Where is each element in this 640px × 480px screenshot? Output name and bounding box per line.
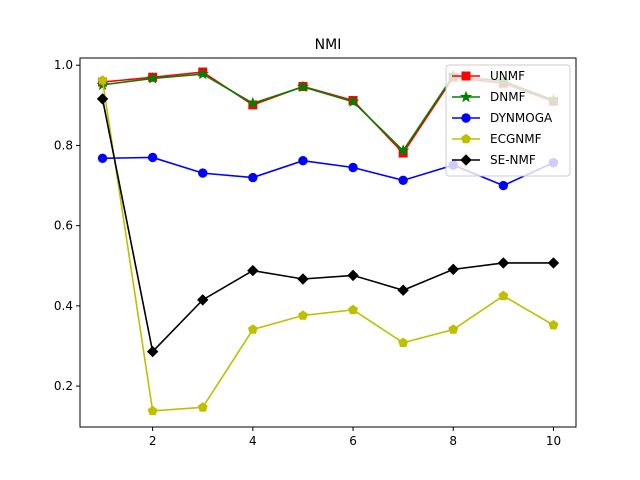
data-point-se-nmf	[247, 264, 259, 277]
chart-title: NMI	[315, 37, 342, 53]
data-point-se-nmf	[96, 93, 109, 105]
data-point-dynmoga	[498, 180, 509, 191]
data-point-ecgnmf	[97, 75, 108, 85]
series-se-nmf	[96, 93, 560, 358]
x-tick-label: 6	[349, 434, 357, 448]
data-point-dynmoga	[248, 172, 258, 183]
series-line-se-nmf	[101, 98, 554, 354]
y-tick-label: 1.0	[54, 58, 73, 72]
data-point-dynmoga	[147, 152, 158, 163]
legend-label: UNMF	[490, 69, 525, 83]
y-tick-label: 0.6	[54, 219, 73, 233]
legend-item-ecgnmf: ECGNMF	[452, 132, 542, 146]
data-point-ecgnmf	[448, 324, 459, 334]
data-point-dnmf	[397, 144, 410, 156]
data-point-se-nmf	[347, 269, 359, 282]
legend-item-unmf: UNMF	[452, 69, 525, 83]
data-point-dynmoga	[298, 155, 308, 166]
data-point-dnmf	[346, 95, 360, 107]
x-tick-label: 4	[249, 434, 257, 448]
data-point-se-nmf	[297, 273, 309, 285]
legend-item-dnmf: DNMF	[452, 90, 526, 104]
data-point-se-nmf	[547, 257, 560, 269]
y-tick-label: 0.2	[54, 379, 73, 393]
data-point-dnmf	[246, 96, 259, 109]
data-point-ecgnmf	[247, 324, 258, 334]
data-point-se-nmf	[146, 345, 159, 358]
data-point-ecgnmf	[548, 319, 559, 330]
legend-marker	[460, 154, 472, 166]
legend-item-dynmoga: DYNMOGA	[452, 111, 553, 125]
data-point-ecgnmf	[348, 304, 359, 315]
data-point-ecgnmf	[498, 290, 509, 301]
data-point-dynmoga	[348, 162, 358, 173]
data-point-dnmf	[296, 80, 310, 93]
legend-label: DNMF	[490, 90, 526, 104]
axes: 2 4 6 8 10 0.2 0.4 0.6 0.8 1.0	[54, 57, 577, 448]
data-point-dnmf	[146, 72, 159, 84]
y-tick-label: 0.8	[54, 138, 73, 152]
data-point-se-nmf	[447, 263, 459, 276]
legend-label: DYNMOGA	[490, 111, 553, 125]
data-point-dynmoga	[398, 175, 408, 186]
series-line-ecgnmf	[101, 80, 554, 412]
data-point-se-nmf	[497, 257, 510, 269]
plot-area	[96, 67, 560, 416]
legend-marker	[461, 71, 471, 81]
series-ecgnmf	[97, 75, 559, 416]
x-tick-label: 2	[149, 434, 157, 448]
legend-marker	[459, 90, 473, 103]
plot-frame	[79, 57, 577, 428]
legend-marker	[461, 133, 471, 144]
data-point-se-nmf	[397, 284, 409, 296]
legend-marker	[461, 113, 471, 123]
data-point-ecgnmf	[197, 402, 208, 412]
data-point-ecgnmf	[297, 310, 308, 320]
legend-label: ECGNMF	[490, 132, 542, 146]
data-point-ecgnmf	[147, 405, 158, 416]
data-point-se-nmf	[197, 294, 209, 306]
data-point-dynmoga	[97, 153, 108, 163]
data-point-dnmf	[196, 67, 209, 80]
x-tick-label: 8	[449, 434, 457, 448]
legend-box	[445, 64, 571, 177]
data-point-dynmoga	[198, 168, 208, 178]
y-tick-label: 0.4	[54, 299, 73, 313]
x-tick-label: 10	[546, 434, 561, 448]
legend-item-se-nmf: SE-NMF	[452, 153, 536, 167]
data-point-ecgnmf	[398, 337, 409, 347]
legend: UNMF DNMF DYNMOGA ECGNMF SE-NMF	[445, 64, 571, 177]
legend-label: SE-NMF	[490, 153, 536, 167]
